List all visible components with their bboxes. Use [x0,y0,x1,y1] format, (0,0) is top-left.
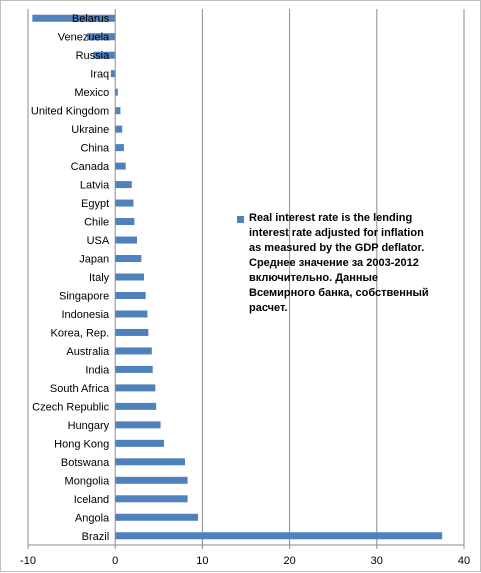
x-tick-label: 30 [371,555,383,567]
bar [115,255,142,263]
category-label: Czech Republic [32,401,110,413]
bar [115,384,156,392]
bar [115,495,188,503]
category-label: United Kingdom [31,106,109,118]
bar [115,347,152,355]
category-label: Hungary [68,420,110,432]
x-tick-label: -10 [20,555,36,567]
bar [115,328,149,336]
bar [115,532,443,540]
category-label: Korea, Rep. [50,327,109,339]
category-label: Hong Kong [54,438,109,450]
bar [115,513,199,521]
bar [115,273,144,281]
x-tick-label: 40 [458,555,470,567]
bar [115,88,118,96]
bar [115,125,123,133]
bar [115,181,132,189]
legend-label: Real interest rate is the lending intere… [249,212,429,314]
x-tick-label: 20 [283,555,295,567]
legend: Real interest rate is the lending intere… [237,211,437,316]
x-tick-label: 10 [196,555,208,567]
category-label: Iraq [90,69,109,81]
category-label: Russia [76,50,111,62]
bar [115,144,124,152]
category-label: Mexico [74,87,109,99]
category-label: Canada [71,161,110,173]
bar [115,218,135,226]
category-label: Latvia [80,180,110,192]
bar [115,291,146,299]
category-label: Chile [84,217,109,229]
bar [115,365,153,373]
bar [110,70,116,78]
category-label: Belarus [72,13,110,25]
bar [93,51,116,59]
bar [115,107,121,115]
legend-swatch [237,216,244,223]
category-label: China [80,143,110,155]
bar [115,439,165,447]
bar [115,199,134,207]
bar [115,458,185,466]
category-label: Brazil [82,531,110,543]
category-label: Singapore [59,290,109,302]
bar [115,310,148,318]
bar [115,236,137,244]
bar [87,33,116,41]
category-label: Australia [66,346,110,358]
bar [115,476,188,484]
category-label: Botswana [61,457,110,469]
bar [32,14,116,22]
bar [115,162,126,170]
category-label: Angola [75,512,110,524]
category-label: Ukraine [71,124,109,136]
x-tick-label: 0 [112,555,118,567]
bar [115,402,157,410]
category-label: Egypt [81,198,109,210]
category-label: Mongolia [65,475,111,487]
category-label: USA [87,235,110,247]
category-label: Iceland [74,494,109,506]
category-label: Italy [89,272,110,284]
category-label: Japan [79,254,109,266]
category-label: India [85,364,110,376]
category-label: Venezuela [58,32,110,44]
bar [115,421,161,429]
category-label: Indonesia [61,309,110,321]
category-label: South Africa [50,383,110,395]
